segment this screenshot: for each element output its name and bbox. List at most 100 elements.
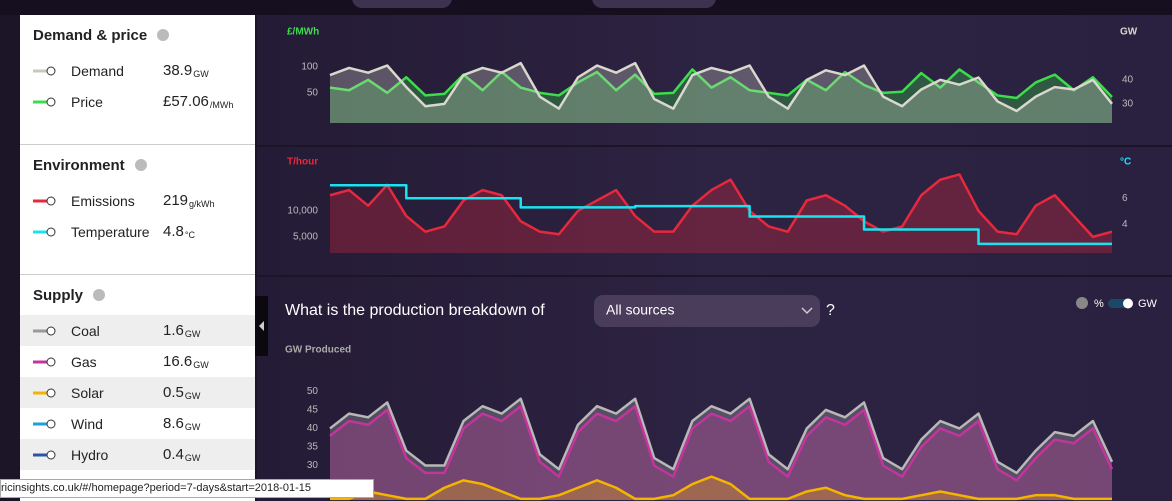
series-toggle[interactable] bbox=[33, 419, 57, 429]
series-name: Gas bbox=[71, 353, 97, 370]
series-line bbox=[329, 404, 1114, 482]
toggle-percent[interactable]: % bbox=[1094, 298, 1104, 310]
series-name: Wind bbox=[71, 415, 103, 432]
value-number: 38.9 bbox=[163, 62, 193, 79]
tick-label: 10,000 bbox=[287, 206, 318, 217]
top-bar bbox=[0, 0, 1172, 15]
series-area bbox=[330, 406, 1112, 500]
series-name: Demand bbox=[71, 62, 124, 79]
legend-row: Price £57.06/MWh bbox=[20, 86, 255, 117]
series-value: 0.5GW bbox=[163, 384, 200, 401]
series-toggle[interactable] bbox=[33, 66, 57, 76]
series-toggle[interactable] bbox=[33, 388, 57, 398]
tick-label: 4 bbox=[1122, 219, 1128, 230]
series-area bbox=[330, 398, 1112, 500]
y-axis-title: £/MWh bbox=[287, 27, 319, 38]
series-value: 38.9GW bbox=[163, 62, 209, 79]
series-toggle[interactable] bbox=[33, 227, 57, 237]
series-value: 8.6GW bbox=[163, 415, 200, 432]
tick-label: 50 bbox=[307, 87, 319, 98]
series-name: Emissions bbox=[71, 192, 135, 209]
series-name: Hydro bbox=[71, 446, 109, 463]
question-text: What is the production breakdown of bbox=[285, 302, 545, 319]
value-unit: GW bbox=[184, 422, 201, 432]
value-unit: GW bbox=[193, 69, 209, 79]
tick-label: 30 bbox=[1122, 98, 1134, 109]
series-area bbox=[330, 476, 1112, 500]
series-area bbox=[330, 174, 1112, 253]
value-unit: GW bbox=[184, 453, 201, 463]
series-toggle[interactable] bbox=[33, 196, 57, 206]
series-value: 16.6GW bbox=[163, 353, 209, 370]
legend-row: Emissions 219g/kWh bbox=[20, 185, 255, 216]
value-unit: GW bbox=[184, 329, 201, 339]
select-value: All sources bbox=[606, 302, 674, 318]
help-icon[interactable] bbox=[93, 289, 106, 301]
series-area bbox=[330, 63, 1112, 123]
section-title: Environment bbox=[33, 156, 125, 174]
series-name: Solar bbox=[71, 384, 104, 401]
legend-row: Temperature 4.8°C bbox=[20, 216, 255, 247]
value-unit: °C bbox=[184, 230, 195, 240]
sidebar-section: Demand & price Demand 38.9GW Price £57.06/MW… bbox=[20, 15, 255, 145]
series-area bbox=[330, 69, 1112, 123]
legend-row: Wind 8.6GW bbox=[20, 408, 255, 439]
legend-row: Hydro 0.4GW bbox=[20, 439, 255, 470]
top-button[interactable] bbox=[352, 0, 452, 8]
series-toggle[interactable] bbox=[33, 450, 57, 460]
value-unit: g/kWh bbox=[189, 199, 215, 209]
tick-label: 6 bbox=[1122, 193, 1128, 204]
value-number: 219 bbox=[163, 192, 189, 209]
value-unit: GW bbox=[193, 360, 209, 370]
help-icon[interactable] bbox=[1076, 297, 1088, 309]
sidebar-section: Supply Coal 1.6GW Gas 16.6GW Solar 0.5GW Wind 8.… bbox=[20, 275, 255, 470]
section-header: Demand & price bbox=[20, 15, 255, 55]
collapse-arrow bbox=[259, 321, 264, 331]
series-toggle[interactable] bbox=[33, 357, 57, 367]
value-number: 8.6 bbox=[163, 415, 184, 432]
tick-label: 40 bbox=[307, 423, 319, 434]
value-unit: /MWh bbox=[209, 100, 234, 110]
question-mark: ? bbox=[826, 302, 835, 319]
series-toggle[interactable] bbox=[33, 326, 57, 336]
y-axis-title: GW Produced bbox=[285, 345, 351, 356]
value-number: 16.6 bbox=[163, 353, 193, 370]
legend-row: Coal 1.6GW bbox=[20, 315, 255, 346]
value-number: 1.6 bbox=[163, 322, 184, 339]
tick-label: 5,000 bbox=[293, 232, 318, 243]
value-number: 0.4 bbox=[163, 446, 184, 463]
y-axis-title: T/hour bbox=[287, 157, 318, 168]
status-url: ricinsights.co.uk/#/homepage?period=7-da… bbox=[0, 479, 374, 498]
series-line bbox=[330, 183, 1112, 246]
tick-label: 35 bbox=[307, 442, 319, 453]
sidebar: Demand & price Demand 38.9GW Price £57.06/MW… bbox=[20, 15, 255, 501]
help-icon[interactable] bbox=[157, 29, 170, 41]
legend-row: Demand 38.9GW bbox=[20, 55, 255, 86]
y2-axis-title: GW bbox=[1120, 27, 1138, 38]
series-line bbox=[330, 475, 1112, 501]
value-number: 0.5 bbox=[163, 384, 184, 401]
legend-row: Gas 16.6GW bbox=[20, 346, 255, 377]
series-value: £57.06/MWh bbox=[163, 93, 233, 110]
series-name: Temperature bbox=[71, 223, 150, 240]
toggle-knob[interactable] bbox=[1123, 298, 1133, 309]
tick-label: 100 bbox=[301, 61, 318, 72]
top-button[interactable] bbox=[592, 0, 716, 8]
panel bbox=[257, 147, 1172, 275]
series-value: 4.8°C bbox=[163, 223, 195, 240]
value-unit: GW bbox=[184, 391, 201, 401]
source-select[interactable] bbox=[594, 295, 820, 327]
tick-label: 45 bbox=[307, 405, 319, 416]
toggle-gw[interactable]: GW bbox=[1138, 298, 1158, 310]
series-line bbox=[329, 173, 1113, 239]
select-chevron bbox=[801, 307, 813, 315]
series-toggle[interactable] bbox=[33, 97, 57, 107]
tick-label: 40 bbox=[1122, 75, 1134, 86]
series-value: 219g/kWh bbox=[163, 192, 215, 209]
help-icon[interactable] bbox=[134, 159, 147, 171]
value-number: £57.06 bbox=[163, 93, 209, 110]
tick-label: 50 bbox=[307, 386, 319, 397]
legend-row: Solar 0.5GW bbox=[20, 377, 255, 408]
